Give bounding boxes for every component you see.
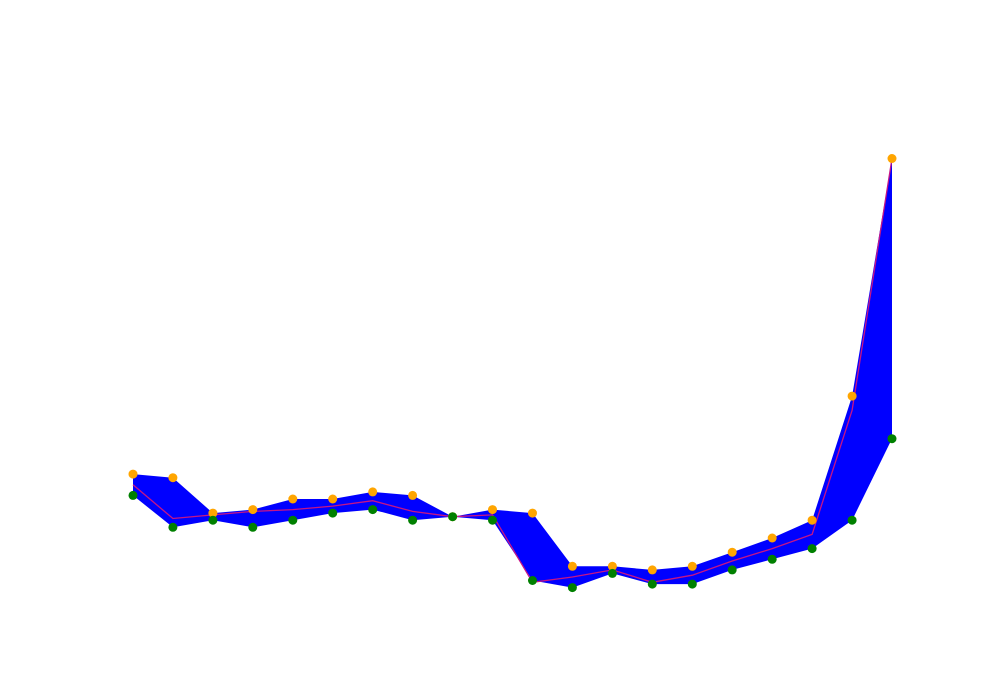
upper-data-point	[328, 494, 338, 504]
lower-data-point	[248, 522, 258, 532]
lower-data-point	[208, 515, 218, 525]
upper-data-point	[767, 533, 777, 543]
upper-data-point	[208, 508, 218, 518]
upper-data-point	[847, 391, 857, 401]
upper-data-point	[128, 469, 138, 479]
lower-data-point	[168, 522, 178, 532]
mid-series-line	[132, 158, 893, 584]
upper-data-point	[887, 154, 897, 163]
lower-points-layer	[128, 434, 897, 593]
lower-data-point	[607, 568, 617, 578]
upper-data-point	[727, 547, 737, 557]
fill-between-band	[133, 158, 892, 588]
lower-data-point	[727, 565, 737, 575]
upper-data-point	[647, 565, 657, 575]
lower-data-point	[408, 515, 418, 525]
lower-data-point	[288, 515, 298, 525]
lower-data-point	[807, 544, 817, 554]
lower-data-point	[368, 505, 378, 515]
mid-line-layer	[132, 158, 893, 584]
lower-data-point	[767, 554, 777, 564]
lower-data-point	[328, 508, 338, 518]
lower-data-point	[887, 434, 897, 444]
upper-data-point	[528, 508, 537, 518]
upper-data-point	[687, 561, 697, 571]
upper-data-point	[567, 561, 577, 571]
lower-data-point	[448, 512, 458, 522]
lower-data-point	[567, 583, 577, 593]
lower-data-point	[488, 515, 497, 525]
upper-data-point	[607, 561, 617, 571]
band-layer	[133, 158, 892, 588]
upper-data-point	[408, 490, 418, 500]
upper-data-point	[288, 494, 298, 504]
lower-data-point	[647, 579, 657, 589]
upper-data-point	[248, 505, 258, 515]
lower-data-point	[128, 490, 138, 500]
upper-data-point	[807, 515, 817, 525]
lower-data-point	[528, 576, 537, 585]
lower-data-point	[847, 515, 857, 525]
upper-data-point	[168, 473, 178, 483]
upper-data-point	[488, 505, 497, 515]
upper-data-point	[368, 487, 378, 497]
lower-data-point	[687, 579, 697, 589]
upper-points-layer	[128, 154, 897, 575]
